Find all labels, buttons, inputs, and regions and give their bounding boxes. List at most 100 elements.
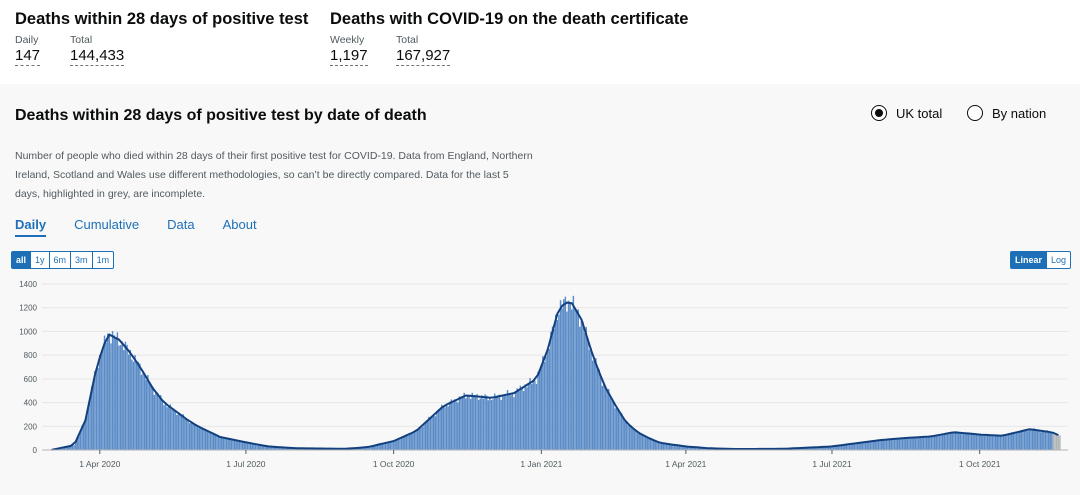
bar — [593, 360, 595, 450]
bar — [367, 447, 369, 450]
metric-value[interactable]: 1,197 — [330, 47, 368, 66]
bar — [76, 438, 78, 450]
bar — [391, 441, 393, 450]
radio-by-nation[interactable]: By nation — [967, 105, 1046, 121]
bar — [1028, 428, 1031, 450]
bar — [672, 444, 674, 450]
tab-about[interactable]: About — [222, 217, 257, 232]
bar — [378, 444, 380, 450]
bar — [123, 350, 125, 450]
bar — [275, 447, 278, 450]
bar — [434, 416, 437, 450]
bar — [1001, 435, 1003, 450]
bar — [818, 446, 820, 450]
bar — [187, 419, 189, 450]
bar — [188, 423, 191, 450]
bar — [439, 409, 441, 450]
bar — [903, 438, 905, 450]
scale-linear-button[interactable]: Linear — [1011, 252, 1048, 268]
bar — [823, 446, 825, 450]
bar — [856, 443, 859, 450]
bar — [612, 401, 615, 450]
bar — [477, 399, 480, 450]
bar — [431, 416, 433, 450]
metric-value[interactable]: 144,433 — [70, 47, 125, 66]
bar — [640, 433, 642, 450]
bar — [606, 390, 608, 450]
bar — [108, 335, 111, 450]
bar — [394, 440, 396, 450]
bar — [142, 371, 144, 450]
bar — [510, 395, 512, 450]
bar — [866, 441, 868, 450]
tab-daily[interactable]: Daily — [15, 217, 47, 237]
x-tick-label: 1 Oct 2021 — [959, 459, 1001, 469]
bar — [1031, 429, 1034, 450]
range-all-button[interactable]: all — [12, 252, 32, 268]
radio-uk-total[interactable]: UK total — [871, 105, 942, 121]
bar — [1015, 431, 1018, 450]
bar — [248, 442, 250, 450]
bar — [495, 397, 498, 450]
bar — [151, 386, 154, 450]
bar — [485, 395, 488, 450]
bar — [895, 439, 897, 450]
bar — [673, 444, 676, 450]
bar — [919, 436, 921, 450]
bar — [649, 439, 652, 450]
bar — [688, 446, 690, 450]
bar — [680, 446, 682, 450]
tab-data[interactable]: Data — [167, 217, 195, 232]
y-tick-label: 800 — [24, 351, 38, 360]
card-description: Number of people who died within 28 days… — [15, 150, 533, 200]
bar — [559, 300, 562, 450]
bar — [993, 435, 995, 450]
bar — [1046, 430, 1048, 450]
bar — [277, 447, 279, 450]
bar — [238, 440, 241, 450]
bar — [808, 447, 811, 450]
bar — [97, 368, 99, 450]
bar — [1043, 430, 1045, 450]
bar — [990, 434, 992, 450]
bar — [74, 442, 77, 450]
range-1m-button[interactable]: 1m — [96, 255, 110, 265]
bar — [633, 429, 636, 450]
bar — [161, 400, 164, 450]
metric-daily: Daily 147 — [15, 34, 41, 66]
bar — [235, 439, 237, 450]
bar — [516, 388, 518, 450]
bar — [1002, 434, 1005, 450]
bar — [591, 360, 594, 450]
bar — [209, 432, 212, 450]
metric-value[interactable]: 167,927 — [396, 47, 451, 66]
radio-label: UK total — [896, 105, 943, 121]
bar — [158, 397, 160, 450]
bar — [941, 433, 944, 450]
bar — [956, 432, 958, 450]
bar — [908, 438, 910, 450]
bar — [355, 448, 358, 450]
bar — [546, 347, 549, 450]
bar — [935, 435, 937, 450]
bar — [407, 434, 409, 450]
tab-cumulative[interactable]: Cumulative — [74, 217, 140, 232]
range-1y-button[interactable]: 1y — [31, 252, 50, 268]
range-6m-button[interactable]: 6m — [50, 252, 72, 268]
bar — [819, 446, 822, 450]
bar — [463, 392, 465, 450]
bar — [397, 438, 400, 450]
bar — [259, 445, 262, 450]
bar — [511, 392, 514, 450]
bar — [821, 446, 823, 450]
bar — [172, 408, 175, 450]
bar — [991, 436, 994, 450]
metric-value[interactable]: 147 — [15, 47, 41, 66]
bar — [848, 444, 851, 450]
bar — [563, 299, 565, 450]
bar — [415, 429, 417, 450]
scale-log-button[interactable]: Log — [1051, 255, 1067, 265]
range-3m-button[interactable]: 3m — [71, 252, 93, 268]
y-tick-label: 0 — [33, 446, 38, 455]
bar — [922, 436, 925, 450]
